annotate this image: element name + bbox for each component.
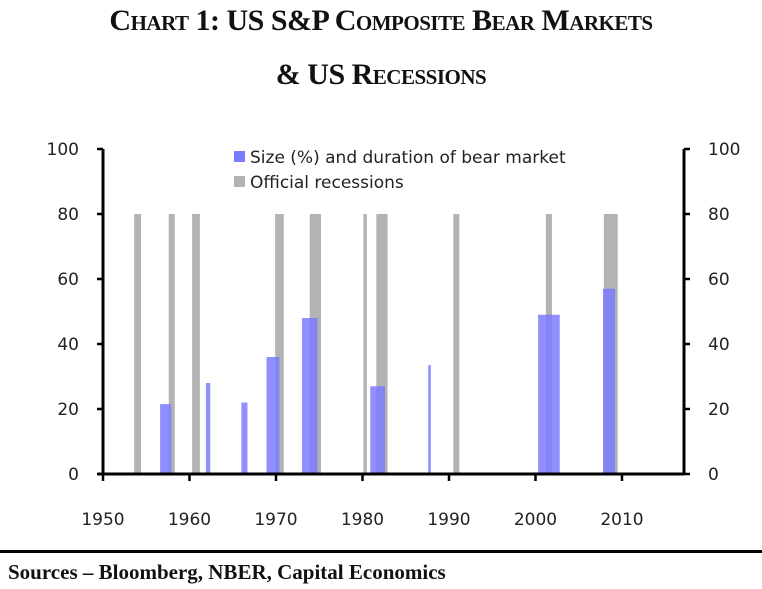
recession-bar-6 xyxy=(376,214,388,474)
x-tick-label: 2010 xyxy=(600,510,643,530)
footer-divider xyxy=(0,550,762,553)
y-tick-label-right: 40 xyxy=(708,335,730,355)
x-tick-label: 1960 xyxy=(168,510,211,530)
bear-market-bar-0 xyxy=(160,404,172,474)
y-tick-label-right: 80 xyxy=(708,205,730,225)
x-tick-label: 2000 xyxy=(514,510,557,530)
bear-market-bar-8 xyxy=(602,288,616,474)
y-tick-label-left: 20 xyxy=(57,400,79,420)
bear-market-bar-1 xyxy=(205,383,211,474)
y-tick-label-right: 60 xyxy=(708,270,730,290)
chart-title: Chart 1: US S&P Composite Bear Markets xyxy=(109,4,653,37)
recession-bar-1 xyxy=(168,214,175,474)
source-note: Sources – Bloomberg, NBER, Capital Econo… xyxy=(8,560,446,584)
recession-bar-0 xyxy=(134,214,142,474)
bear-market-bar-2 xyxy=(241,402,248,474)
y-tick-label-right: 100 xyxy=(708,140,740,160)
x-tick-label: 1990 xyxy=(427,510,470,530)
legend-label-recession: Official recessions xyxy=(250,173,404,193)
recession-bar-2 xyxy=(192,214,200,474)
x-tick-label: 1970 xyxy=(254,510,297,530)
bear-market-bar-4 xyxy=(301,318,318,474)
y-tick-label-left: 80 xyxy=(57,205,79,225)
recession-bar-7 xyxy=(453,214,460,474)
y-tick-label-left: 0 xyxy=(68,465,79,485)
bear-market-bar-7 xyxy=(538,314,560,474)
x-tick-label: 1950 xyxy=(81,510,124,530)
recession-bar-5 xyxy=(363,214,367,474)
recession-bar-3 xyxy=(275,214,284,474)
legend-label-bear: Size (%) and duration of bear market xyxy=(250,148,566,168)
y-tick-label-right: 20 xyxy=(708,400,730,420)
y-tick-label-left: 100 xyxy=(47,140,79,160)
bear-market-bars xyxy=(160,288,616,474)
chart-subtitle: & US Recessions xyxy=(275,58,487,91)
bear-market-bar-6 xyxy=(428,365,431,474)
axes: 0 0 20 20 40 40 60 60 80 80 100 100 1950 1960 1970 1980… xyxy=(47,140,741,530)
x-tick-label: 1980 xyxy=(341,510,384,530)
legend: Size (%) and duration of bear market Off… xyxy=(234,148,566,193)
y-tick-label-left: 60 xyxy=(57,270,79,290)
legend-swatch-recession xyxy=(234,176,245,187)
y-tick-label-left: 40 xyxy=(57,335,79,355)
bear-market-bar-5 xyxy=(370,386,385,474)
bear-market-bar-3 xyxy=(266,357,280,474)
y-tick-label-right: 0 xyxy=(708,465,719,485)
legend-swatch-bear xyxy=(234,151,245,162)
